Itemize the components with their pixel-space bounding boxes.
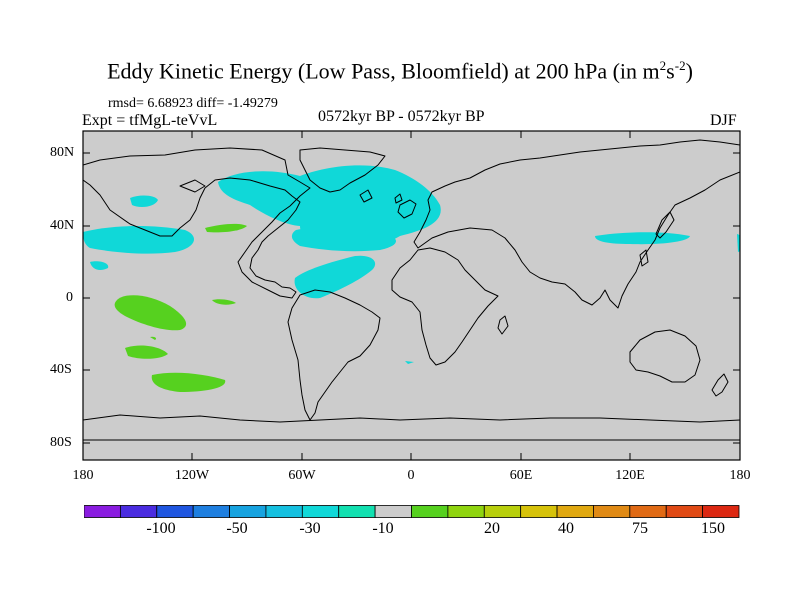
title-text: Eddy Kinetic Energy (Low Pass, Bloomfiel… [107,58,660,84]
colorbar-box [702,505,740,518]
colorbar-box [338,505,376,518]
colorbar-box [629,505,667,518]
lon-label-120w: 120W [174,468,210,483]
colorbar-box [265,505,303,518]
period-label: 0572kyr BP - 0572kyr BP [318,108,485,125]
season-label: DJF [710,112,737,129]
colorbar-box [192,505,230,518]
title-close: ) [685,58,693,84]
colorbar-label-4: -10 [372,520,394,537]
map-title: Eddy Kinetic Energy (Low Pass, Bloomfiel… [0,58,800,84]
lat-label-80s: 80S [50,435,72,450]
title-sup-2: -2 [674,58,686,73]
lon-label-180-east: 180 [729,468,751,483]
colorbar-label-8: 150 [701,520,725,537]
colorbar-box [119,505,158,518]
negative-anomaly-regions [83,165,740,364]
lon-label-60w: 60W [288,468,316,483]
coastlines [83,139,740,441]
lon-label-0: 0 [407,468,415,483]
colorbar-box [84,505,121,518]
lat-label-40s: 40S [50,362,72,377]
lat-label-40n: 40N [50,218,75,233]
lon-label-120e: 120E [615,468,645,483]
colorbar-label-5: 20 [484,520,500,537]
colorbar-box [156,505,194,518]
title-mid: s [666,58,675,84]
lat-label-80n: 80N [50,145,75,160]
title-sup-1: 2 [659,58,667,73]
colorbar-box [665,505,704,518]
colorbar-label-2: -50 [226,520,248,537]
colorbar-label-1: -100 [146,520,176,537]
experiment-label: Expt = tfMgL-teVvL [82,112,218,129]
colorbar-box [593,505,631,518]
colorbar-label-7: 75 [632,520,648,537]
colorbar-box [483,505,522,518]
colorbar-box [556,505,594,518]
lon-label-60e: 60E [509,468,533,483]
colorbar-label-6: 40 [558,520,574,537]
colorbar-label-3: -30 [299,520,321,537]
colorbar-box [520,505,558,518]
colorbar-box [447,505,485,518]
colorbar-box [411,505,449,518]
colorbar [84,505,740,518]
lon-label-180-west: 180 [72,468,94,483]
x-tick-marks [82,131,741,460]
y-tick-marks [83,152,740,444]
stats-text: rmsd= 6.68923 diff= -1.49279 [108,96,278,111]
lat-label-0: 0 [66,290,73,305]
positive-anomaly-regions [114,223,247,392]
colorbar-box [229,505,267,518]
colorbar-box [374,505,412,518]
colorbar-box [301,505,340,518]
